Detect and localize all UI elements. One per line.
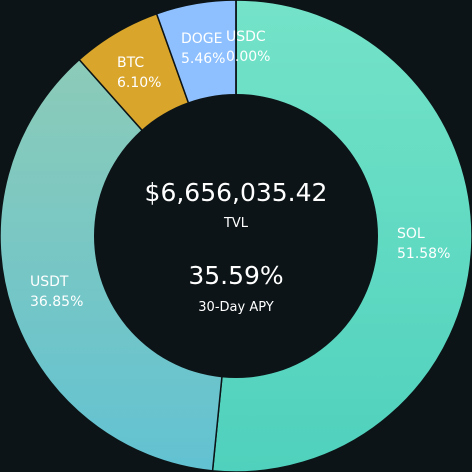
- slice-label-doge: DOGE: [181, 31, 223, 47]
- slice-value-doge: 5.46%: [181, 51, 225, 67]
- slice-value-btc: 6.10%: [117, 75, 161, 91]
- slice-label-btc: BTC: [117, 55, 144, 71]
- slice-value-usdt: 36.85%: [30, 294, 83, 310]
- apy-value: 35.59%: [188, 261, 283, 290]
- tvl-label: TVL: [223, 216, 249, 231]
- slice-label-sol: SOL: [397, 226, 425, 242]
- donut-center: [94, 94, 378, 378]
- tvl-value: $6,656,035.42: [145, 178, 328, 207]
- slice-value-sol: 51.58%: [397, 246, 450, 262]
- apy-label: 30-Day APY: [198, 300, 273, 315]
- slice-label-usdc: USDC: [226, 29, 266, 45]
- slice-labels-layer: SOL 51.58% USDT 36.85% BTC 6.10% DOGE 5.46%USDC…: [30, 29, 450, 310]
- slice-label-usdt: USDT: [30, 274, 69, 290]
- slice-value-usdc: 0.00%: [226, 49, 270, 65]
